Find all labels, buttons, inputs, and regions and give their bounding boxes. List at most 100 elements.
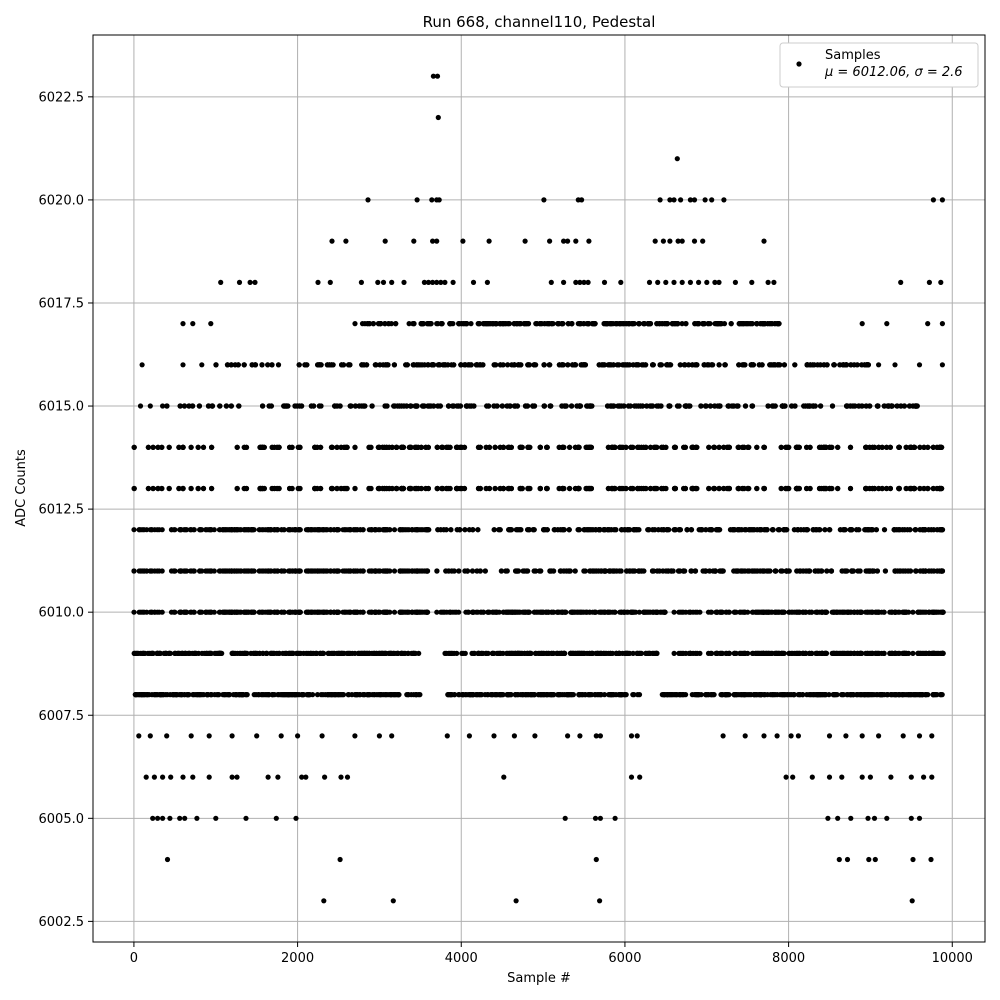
sample-point (831, 650, 838, 657)
sample-point (246, 527, 252, 533)
sample-point (354, 609, 360, 615)
sample-point (709, 692, 715, 698)
sample-point (145, 485, 151, 492)
sample-point (337, 692, 343, 698)
sample-point (735, 568, 741, 574)
sample-point (168, 609, 175, 615)
sample-point (474, 568, 480, 574)
sample-point (508, 444, 514, 450)
sample-point (312, 444, 318, 450)
sample-point (854, 609, 860, 615)
sample-point (574, 609, 580, 615)
sample-point (829, 609, 835, 615)
sample-point (746, 692, 753, 698)
sample-point (879, 485, 885, 492)
sample-point (576, 650, 583, 657)
sample-point (179, 692, 185, 698)
sample-point (230, 692, 237, 698)
sample-point (415, 527, 421, 533)
sample-point (908, 444, 914, 450)
sample-point (207, 527, 213, 533)
sample-point (647, 609, 653, 615)
sample-point (241, 444, 247, 450)
sample-point (624, 527, 631, 533)
sample-point (409, 527, 415, 533)
sample-point (706, 527, 713, 533)
sample-point (791, 692, 797, 698)
sample-point (583, 485, 589, 492)
sample-point (566, 568, 573, 574)
sample-point (518, 444, 524, 450)
sample-point (804, 692, 810, 698)
sample-point (922, 527, 928, 533)
sample-point (781, 527, 787, 533)
sample-point (764, 527, 770, 533)
sample-point (345, 692, 351, 698)
sample-point (616, 650, 622, 657)
sample-point (676, 568, 682, 574)
sample-point (293, 568, 299, 574)
sample-point (287, 609, 293, 615)
sample-point (203, 527, 209, 533)
sample-point (295, 485, 301, 492)
sample-point (697, 609, 703, 615)
sample-point (736, 485, 742, 492)
sample-point (519, 692, 525, 698)
sample-point (518, 650, 525, 657)
sample-point (456, 568, 462, 574)
sample-point (789, 650, 796, 657)
sample-point (327, 650, 333, 657)
sample-point (693, 692, 699, 698)
sample-point (711, 485, 717, 492)
sample-point (847, 650, 854, 657)
sample-point (315, 609, 321, 615)
sample-point (475, 527, 481, 533)
sample-point (857, 568, 863, 574)
sample-point (731, 650, 738, 657)
sample-point (525, 692, 532, 698)
sample-point (155, 485, 161, 492)
sample-point (560, 444, 566, 450)
sample-point (289, 444, 295, 450)
sample-point (251, 609, 257, 615)
sample-point (779, 692, 785, 698)
sample-point (871, 568, 877, 574)
sample-point (279, 609, 285, 615)
sample-point (750, 568, 756, 574)
sample-point (489, 692, 495, 698)
sample-point (873, 527, 880, 533)
sample-point (157, 692, 163, 698)
sample-point (650, 527, 656, 533)
sample-point (916, 609, 922, 615)
sample-point (587, 444, 593, 450)
sample-point (448, 527, 454, 533)
sample-point (159, 568, 165, 574)
sample-point (821, 444, 828, 450)
sample-point (838, 692, 845, 698)
sample-point (706, 444, 712, 450)
sample-point (168, 527, 175, 533)
sample-point (714, 650, 720, 657)
sample-point (446, 568, 452, 574)
sample-point (723, 692, 729, 698)
sample-point (598, 650, 604, 657)
sample-point (847, 444, 854, 450)
sample-point (688, 568, 694, 574)
sample-point (180, 444, 186, 450)
sample-point (413, 692, 419, 698)
sample-point (303, 609, 309, 615)
sample-point (827, 485, 833, 492)
sample-point (241, 609, 247, 615)
sample-point (783, 568, 789, 574)
sample-point (859, 692, 865, 698)
sample-point (510, 609, 516, 615)
sample-point (748, 527, 755, 533)
sample-point (834, 609, 840, 615)
sample-point (796, 609, 802, 615)
sample-point (141, 692, 147, 698)
sample-point (256, 527, 262, 533)
sample-point (260, 444, 266, 450)
sample-point (536, 692, 542, 698)
sample-point (170, 692, 176, 698)
sample-point (936, 444, 943, 450)
